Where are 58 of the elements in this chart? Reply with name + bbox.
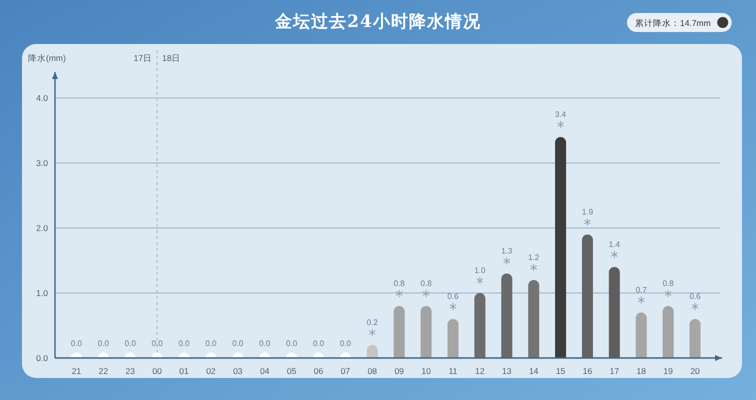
y-tick-label: 3.0 (36, 158, 48, 168)
x-tick-label: 01 (179, 366, 190, 376)
data-label: 0.2 (366, 318, 378, 327)
x-tick-label: 11 (448, 366, 458, 376)
x-tick-label: 22 (98, 366, 108, 376)
x-tick-label: 08 (368, 366, 378, 376)
x-tick-label: 04 (260, 366, 270, 376)
ref-line-label: 18日 (162, 53, 181, 63)
data-label: 0.6 (447, 292, 460, 301)
data-label: 0.0 (152, 339, 164, 348)
x-tick-label: 07 (340, 366, 350, 376)
text: 17日 (134, 53, 152, 63)
data-label: 0.0 (340, 339, 352, 348)
data-label: 1.2 (528, 253, 540, 262)
data-label: 0.0 (205, 339, 218, 348)
x-tick-label: 16 (582, 366, 592, 376)
data-label: 0.0 (70, 339, 83, 348)
x-tick-label: 00 (152, 366, 162, 376)
data-label: 0.0 (232, 339, 244, 348)
data-label: 1.3 (501, 246, 513, 256)
y-tick-label: 1.0 (36, 288, 48, 298)
x-tick-label: 06 (314, 366, 324, 376)
x-tick-label: 13 (502, 366, 512, 376)
data-label: 0.8 (394, 279, 406, 288)
x-tick-label: 18 (636, 366, 646, 376)
data-label: 1.9 (582, 208, 594, 216)
chart-title: 金坛过去24小时降水情况 (274, 12, 481, 32)
data-label: 0.7 (636, 286, 648, 294)
data-label: 1.4 (608, 240, 620, 249)
data-label: 0.6 (689, 292, 702, 301)
data-label: 0.0 (312, 339, 325, 348)
data-label: 0.0 (178, 339, 190, 348)
y-tick-label: 0.0 (36, 353, 48, 363)
y-tick-label: 4.0 (36, 93, 48, 103)
x-tick-label: 12 (475, 366, 485, 376)
x-tick-label: 19 (663, 366, 674, 376)
x-tick-label: 03 (233, 366, 243, 376)
x-tick-label: 21 (72, 366, 82, 376)
data-label: 0.8 (420, 279, 432, 288)
data-label: 0.0 (124, 339, 136, 348)
x-tick-label: 17 (610, 366, 620, 376)
y-axis-title: 降水(mm) (28, 53, 66, 63)
data-label: 0.8 (662, 279, 674, 288)
x-tick-label: 14 (528, 366, 539, 376)
x-tick-label: 15 (556, 366, 566, 376)
x-tick-label: 05 (286, 366, 297, 376)
x-tick-label: 02 (206, 366, 216, 376)
data-label: 1.0 (474, 266, 486, 275)
text: 累计降水：14.7mm (635, 18, 711, 28)
data-label: 0.0 (98, 339, 110, 348)
x-tick-label: 09 (394, 366, 404, 376)
data-label: 3.4 (555, 110, 567, 119)
y-tick-label: 2.0 (36, 223, 48, 233)
data-label: 0.0 (286, 339, 298, 348)
data-label: 0.0 (259, 339, 271, 348)
x-tick-label: 20 (690, 366, 700, 376)
x-tick-label: 10 (421, 366, 432, 376)
x-tick-label: 23 (126, 366, 136, 376)
